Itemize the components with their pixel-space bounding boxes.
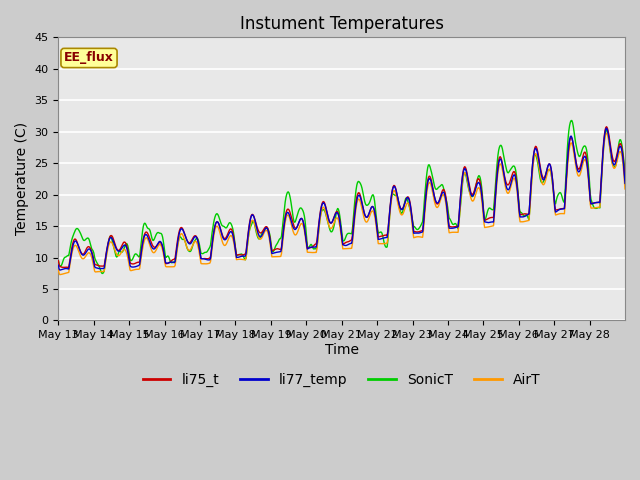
li75_t [603,124,611,130]
li75_t [621,177,629,183]
AirT [122,248,129,253]
SonicT [401,199,409,204]
li77_temp [401,200,409,206]
li77_temp [603,125,611,131]
li77_temp [254,229,262,235]
Line: AirT: AirT [58,133,625,275]
li77_temp [621,180,629,186]
AirT [54,267,62,273]
li77_temp [56,267,64,273]
AirT [275,254,283,260]
li77_temp [433,200,440,205]
li75_t [401,200,409,205]
Line: li75_t: li75_t [58,127,625,267]
SonicT [621,170,629,176]
li77_temp [226,229,234,235]
li77_temp [122,243,129,249]
li77_temp [54,263,62,268]
Text: EE_flux: EE_flux [64,51,114,64]
li75_t [275,246,283,252]
Title: Instument Temperatures: Instument Temperatures [240,15,444,33]
AirT [254,233,262,239]
SonicT [122,241,129,247]
SonicT [568,118,575,123]
SonicT [54,258,62,264]
Y-axis label: Temperature (C): Temperature (C) [15,122,29,236]
li75_t [122,240,129,246]
SonicT [433,187,440,192]
li75_t [433,201,440,206]
AirT [621,186,629,192]
li77_temp [275,249,283,255]
X-axis label: Time: Time [324,343,358,357]
li75_t [254,227,262,232]
li75_t [226,227,234,232]
AirT [603,130,611,136]
li75_t [59,264,67,270]
li75_t [54,258,62,264]
AirT [433,204,440,210]
AirT [226,233,234,239]
SonicT [254,235,262,240]
Line: li77_temp: li77_temp [58,128,625,270]
SonicT [226,220,234,226]
SonicT [275,237,283,242]
AirT [401,206,409,212]
SonicT [99,271,107,276]
Line: SonicT: SonicT [58,120,625,274]
AirT [56,272,64,277]
Legend: li75_t, li77_temp, SonicT, AirT: li75_t, li77_temp, SonicT, AirT [137,368,547,393]
